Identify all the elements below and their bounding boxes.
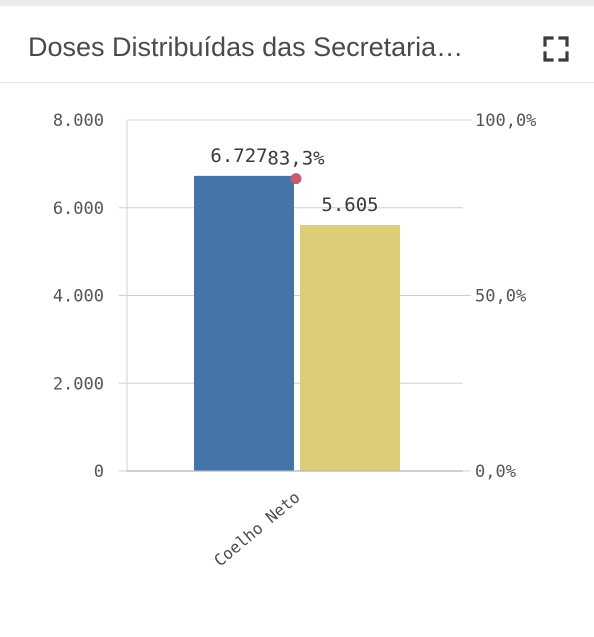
- y2-tick-label: 0,0%: [475, 462, 516, 482]
- chart-title: Doses Distribuídas das Secretaria…: [28, 32, 464, 62]
- y-tick-label: 4.000: [53, 287, 104, 307]
- y-tick-label: 0: [94, 462, 104, 482]
- bar: [194, 175, 294, 471]
- chart-area[interactable]: 0 2.000 4.000 6.000 8.000 0,0% 50,0% 100,0% 6.72…: [0, 82, 594, 632]
- data-label: 5.605: [321, 194, 378, 216]
- bar: [300, 225, 400, 471]
- bar-chart[interactable]: 0 2.000 4.000 6.000 8.000 0,0% 50,0% 100,0% 6.72…: [0, 82, 594, 632]
- line-point: [290, 173, 302, 185]
- chart-header: Doses Distribuídas das Secretaria…: [0, 6, 594, 83]
- y2-tick-label: 50,0%: [475, 287, 526, 307]
- y-tick-label: 2.000: [53, 374, 104, 394]
- y2-tick-label: 100,0%: [475, 111, 536, 131]
- x-tick-label: Coelho Neto: [210, 488, 303, 571]
- top-strip: [0, 0, 594, 6]
- y-tick-label: 6.000: [53, 199, 104, 219]
- y-tick-label: 8.000: [53, 111, 104, 131]
- data-label: 6.727: [210, 145, 267, 167]
- fullscreen-icon[interactable]: [538, 31, 574, 67]
- data-label: 83,3%: [267, 148, 325, 170]
